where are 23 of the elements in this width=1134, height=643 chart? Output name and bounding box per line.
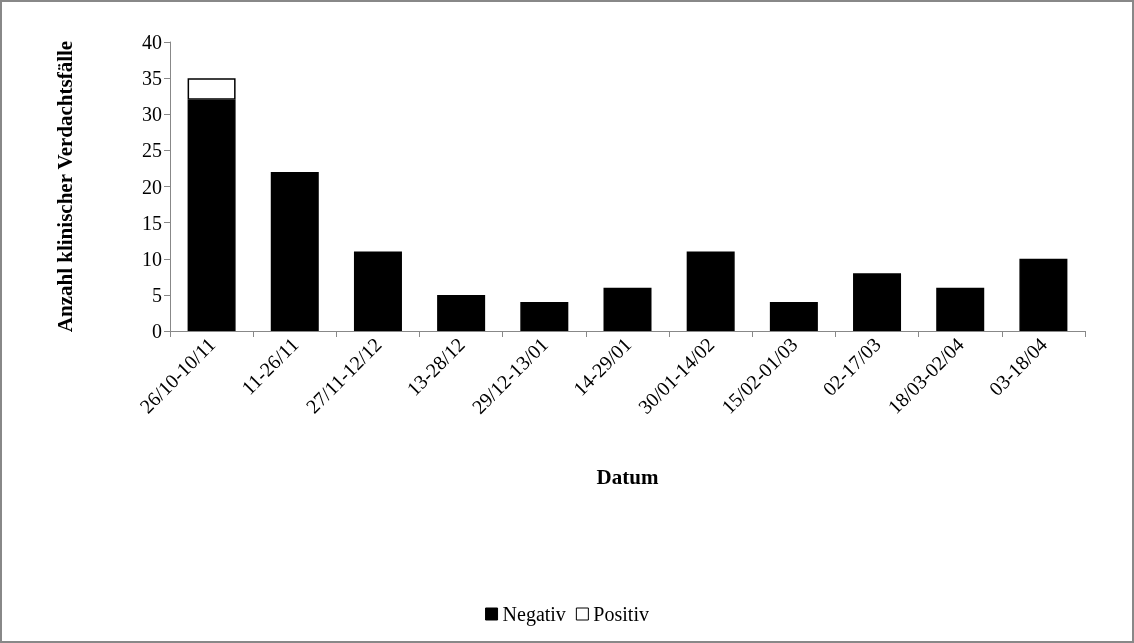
- y-tick-label: 30: [142, 103, 162, 126]
- y-tick-label: 40: [142, 31, 162, 53]
- bar: [520, 302, 569, 331]
- y-tick-label: 0: [152, 320, 162, 342]
- y-tick-label: 35: [142, 67, 162, 90]
- bar: [353, 251, 402, 331]
- y-tick-label: 15: [142, 211, 162, 234]
- bar: [686, 251, 735, 331]
- bar: [270, 172, 319, 331]
- bar: [437, 294, 486, 331]
- y-tick-label: 20: [142, 175, 162, 198]
- bar: [936, 287, 985, 331]
- bar: [769, 302, 818, 331]
- y-tick-label: 25: [142, 139, 162, 162]
- y-axis-title: Anzahl klinischer Verdachtsfälle: [52, 40, 77, 333]
- y-tick-label: 5: [152, 283, 162, 306]
- bar: [603, 287, 652, 331]
- legend-label: Negativ: [502, 603, 566, 626]
- legend-label: Positiv: [593, 603, 649, 625]
- bar: [853, 273, 902, 331]
- y-tick-label: 10: [142, 247, 162, 270]
- bar: [1019, 258, 1068, 331]
- x-axis-title: Datum: [596, 464, 659, 489]
